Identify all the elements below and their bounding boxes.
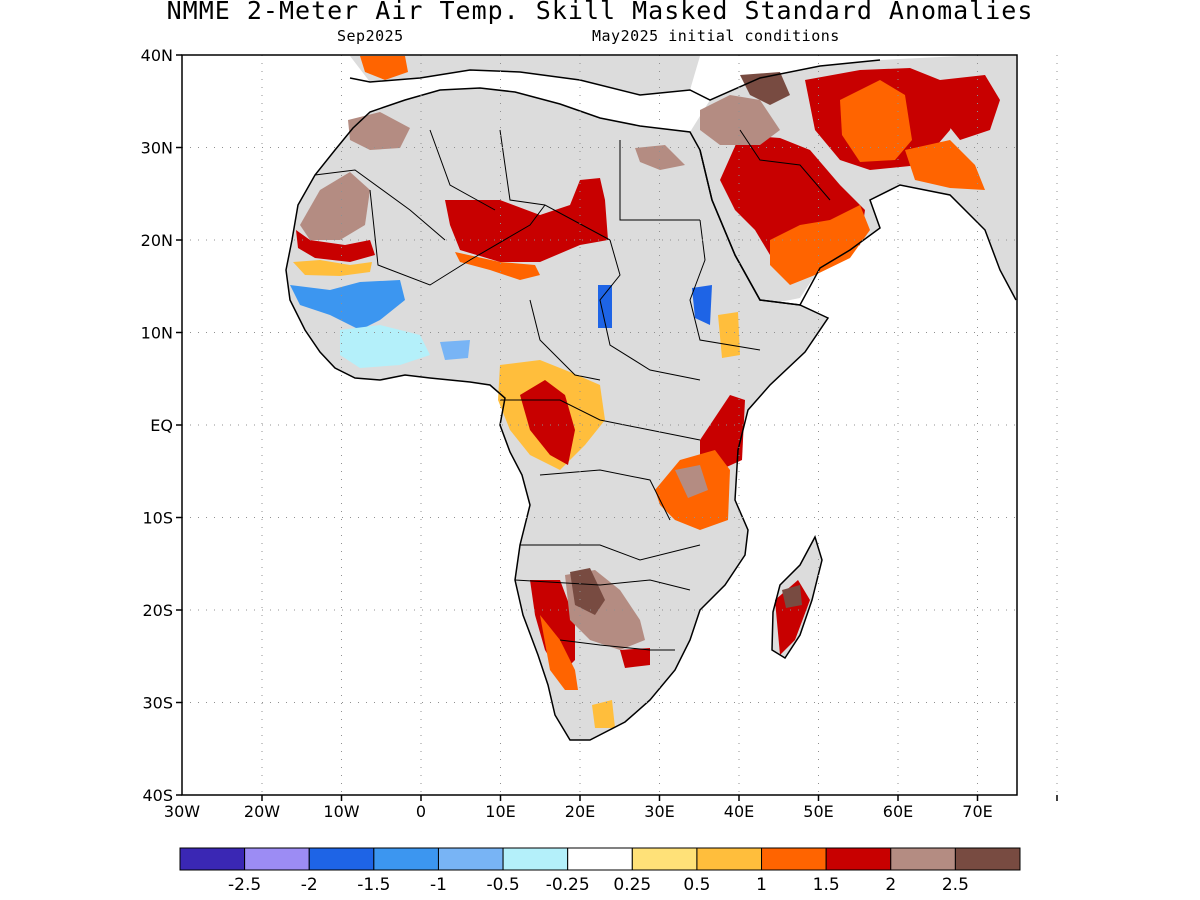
- turkey-dark: [740, 72, 790, 105]
- west-coast-warm: [293, 260, 372, 276]
- lon-tick-label: 10W: [323, 802, 359, 821]
- south-africa-hot: [620, 648, 650, 668]
- lon-tick-label: 0: [416, 802, 426, 821]
- lon-tick-label: 50E: [803, 802, 833, 821]
- legend-swatch: [308, 847, 375, 871]
- ethiopia-cool: [692, 285, 712, 325]
- europe-land: [350, 56, 700, 95]
- map-plot-area: [181, 54, 1058, 796]
- madagascar-coastline: [771, 535, 823, 660]
- sahel-orange-edge: [455, 252, 540, 280]
- graticule: [182, 55, 1058, 795]
- legend-swatch: [373, 847, 439, 871]
- axis-ticks: 40N 30N 20N 10N EQ 10S 20S 30S 40S 20W 10W 0 10E 20E 3…: [141, 46, 1058, 821]
- lon-tick-label: 40E: [724, 802, 754, 821]
- lon-tick-label: 20E: [565, 802, 595, 821]
- lat-tick-label: 30S: [142, 694, 173, 713]
- lat-tick-label: EQ: [150, 416, 173, 435]
- north-coastline: [349, 59, 881, 101]
- iran-orange: [840, 80, 912, 162]
- legend-label: -1: [430, 875, 447, 895]
- lon-tick-label: 30W: [164, 802, 200, 821]
- country-borders: [314, 129, 831, 651]
- lon-tick-label: 60E: [883, 802, 913, 821]
- coast-cool-light: [340, 325, 430, 368]
- legend-swatch: [890, 847, 956, 871]
- congo-hot: [520, 380, 575, 465]
- legend-label: 0.25: [613, 875, 651, 895]
- lat-tick-label: 20S: [142, 601, 173, 620]
- legend-label: -0.25: [546, 875, 590, 895]
- legend-label: 1: [756, 875, 767, 895]
- west-africa-cool: [290, 280, 405, 330]
- west-sahara-anomaly: [300, 172, 370, 240]
- legend-label: -1.5: [357, 875, 390, 895]
- pakistan-hot: [940, 75, 1000, 140]
- iberia-hot: [360, 56, 408, 80]
- legend-swatch: [631, 847, 698, 871]
- india-orange: [905, 140, 985, 190]
- legend-swatch: [244, 847, 310, 871]
- legend-swatch: [761, 847, 827, 871]
- lat-tick-label: 40S: [142, 786, 173, 805]
- legend-swatch: [179, 847, 246, 871]
- maghreb-brown: [348, 112, 410, 150]
- legend-swatch: [954, 847, 1021, 871]
- lat-tick-label: 20N: [141, 231, 173, 250]
- ethiopia-warm: [718, 312, 740, 358]
- legend-label: -0.5: [486, 875, 519, 895]
- color-legend: -2.5 -2 -1.5 -1 -0.5 -0.25 0.25 0.5 1 1.5 2 2.5: [179, 847, 1021, 895]
- legend-swatch: [567, 847, 633, 871]
- map-title: NMME 2-Meter Air Temp. Skill Masked Stan…: [166, 0, 1034, 25]
- lon-tick-label: 30E: [644, 802, 674, 821]
- egypt-brown: [635, 145, 685, 170]
- namibia-orange: [540, 615, 578, 690]
- guinea-cool: [440, 340, 470, 360]
- lat-tick-label: 40N: [141, 46, 173, 65]
- legend-label: -2: [301, 875, 318, 895]
- lat-tick-label: 10N: [141, 324, 173, 343]
- legend-label: 1.5: [813, 875, 840, 895]
- initial-conditions-label: May2025 initial conditions: [592, 27, 840, 45]
- madagascar-dark: [782, 585, 802, 608]
- legend-label: 2: [885, 875, 896, 895]
- legend-swatch: [696, 847, 763, 871]
- lon-tick-label: 70E: [962, 802, 992, 821]
- lon-tick-label: 20W: [244, 802, 280, 821]
- lon-tick-label: 10E: [485, 802, 515, 821]
- legend-label: 0.5: [683, 875, 710, 895]
- arabia-orange: [770, 205, 870, 285]
- lat-tick-label: 30N: [141, 139, 173, 158]
- botswana-dark: [570, 568, 605, 615]
- tanzania-brown: [675, 465, 708, 498]
- legend-swatch: [437, 847, 504, 871]
- legend-label: -2.5: [228, 875, 261, 895]
- lat-tick-label: 10S: [142, 509, 173, 528]
- legend-swatch: [825, 847, 892, 871]
- legend-label: 2.5: [942, 875, 969, 895]
- levant-brown: [700, 95, 780, 145]
- arabia-coastline: [699, 149, 1017, 306]
- south-africa-warm: [592, 700, 615, 728]
- sudan-cool: [598, 285, 612, 328]
- target-month-label: Sep2025: [337, 27, 404, 45]
- legend-swatch: [502, 847, 569, 871]
- west-sahara-hot-edge: [296, 230, 375, 262]
- sahel-hot-band: [445, 178, 608, 262]
- africa-coastline: [285, 87, 830, 741]
